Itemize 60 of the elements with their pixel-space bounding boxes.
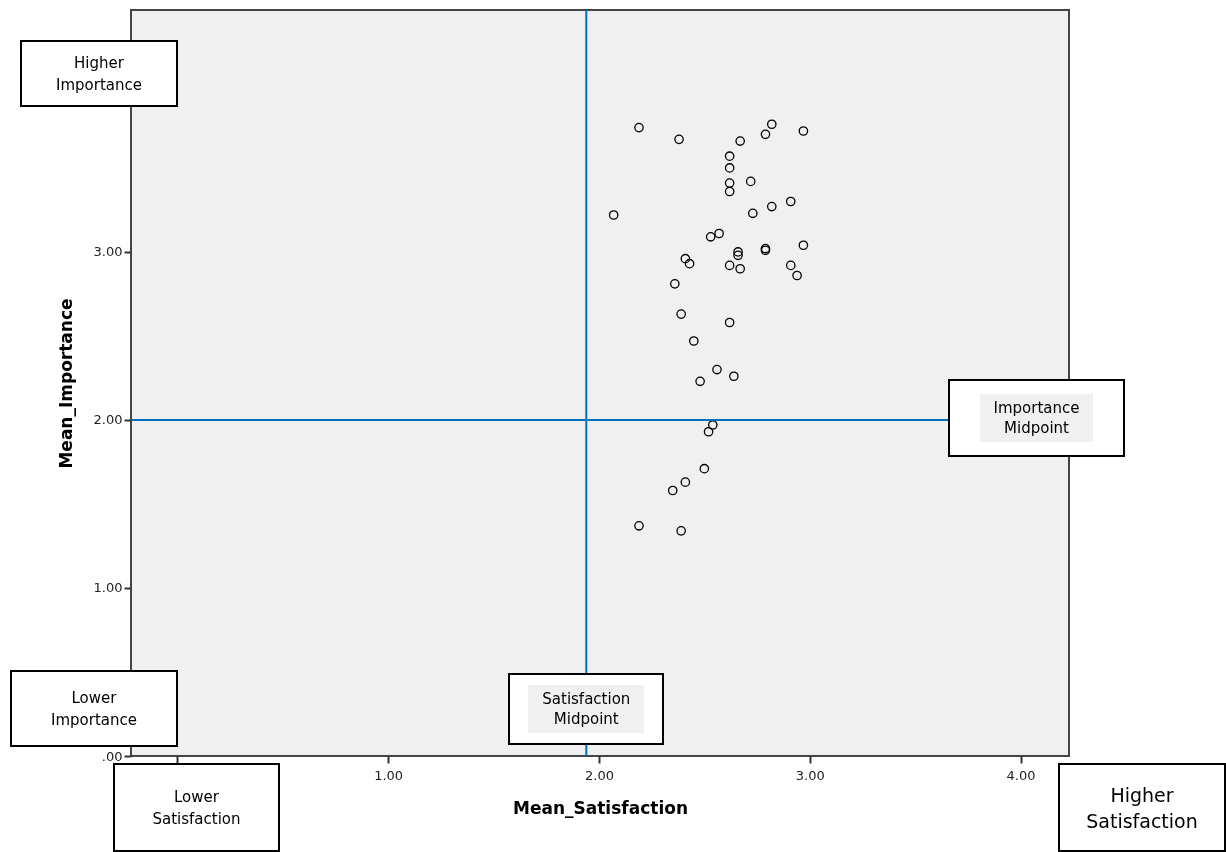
label-box: Higher Importance: [20, 40, 178, 107]
point: [735, 263, 746, 274]
point: [766, 201, 777, 212]
x-axis-title: Mean_Satisfaction: [513, 797, 688, 818]
y-tick-label: 2.00: [93, 412, 123, 428]
point: [680, 253, 691, 264]
y-tick-label: .00: [101, 748, 123, 764]
point: [724, 151, 735, 161]
point: [785, 260, 796, 271]
label-box: Lower Satisfaction: [113, 763, 280, 852]
point: [667, 485, 678, 496]
x-tick-label: 3.00: [795, 767, 825, 783]
point: [712, 364, 722, 375]
label-box: Higher Satisfaction: [1058, 763, 1226, 852]
point: [724, 260, 735, 271]
label-box: Importance Midpoint: [948, 378, 1125, 457]
point: [684, 258, 695, 269]
point: [724, 317, 735, 328]
point: [608, 210, 619, 220]
annotation: Lower Importance: [51, 687, 137, 731]
point: [699, 463, 710, 474]
point: [798, 126, 809, 136]
y-tick-label: 1.00: [93, 580, 123, 596]
y-tick-label: 3.00: [93, 244, 123, 260]
x-tick-label: 2.00: [584, 767, 614, 783]
point: [714, 228, 724, 239]
point: [766, 119, 777, 130]
point: [745, 176, 756, 187]
point: [703, 426, 714, 437]
point: [785, 196, 796, 207]
point: [670, 279, 680, 289]
point: [724, 163, 735, 173]
point: [674, 134, 684, 145]
point: [676, 526, 686, 536]
point: [729, 371, 739, 382]
point: [724, 178, 735, 188]
point: [695, 376, 705, 387]
point: [733, 247, 743, 257]
point: [792, 270, 802, 281]
point: [680, 477, 691, 487]
ref-line-label: Importance Midpoint: [979, 393, 1094, 442]
point: [735, 136, 746, 146]
point: [676, 309, 686, 319]
point: [634, 520, 644, 531]
point: [798, 240, 809, 251]
point: [707, 420, 718, 430]
x-tick-label: 4.00: [1006, 767, 1036, 783]
x-tick-label: 1.00: [374, 767, 404, 783]
point: [747, 208, 758, 219]
point: [760, 129, 771, 140]
annotation: Higher Importance: [56, 52, 142, 96]
point: [724, 186, 735, 197]
ref-line-label: Satisfaction Midpoint: [528, 685, 645, 733]
point: [705, 232, 716, 242]
point: [688, 336, 699, 346]
point: [634, 122, 644, 133]
y-axis-title: Mean_Importance: [55, 298, 76, 469]
point: [733, 250, 743, 261]
label-box: Lower Importance: [10, 670, 178, 747]
label-box: Satisfaction Midpoint: [508, 673, 665, 745]
